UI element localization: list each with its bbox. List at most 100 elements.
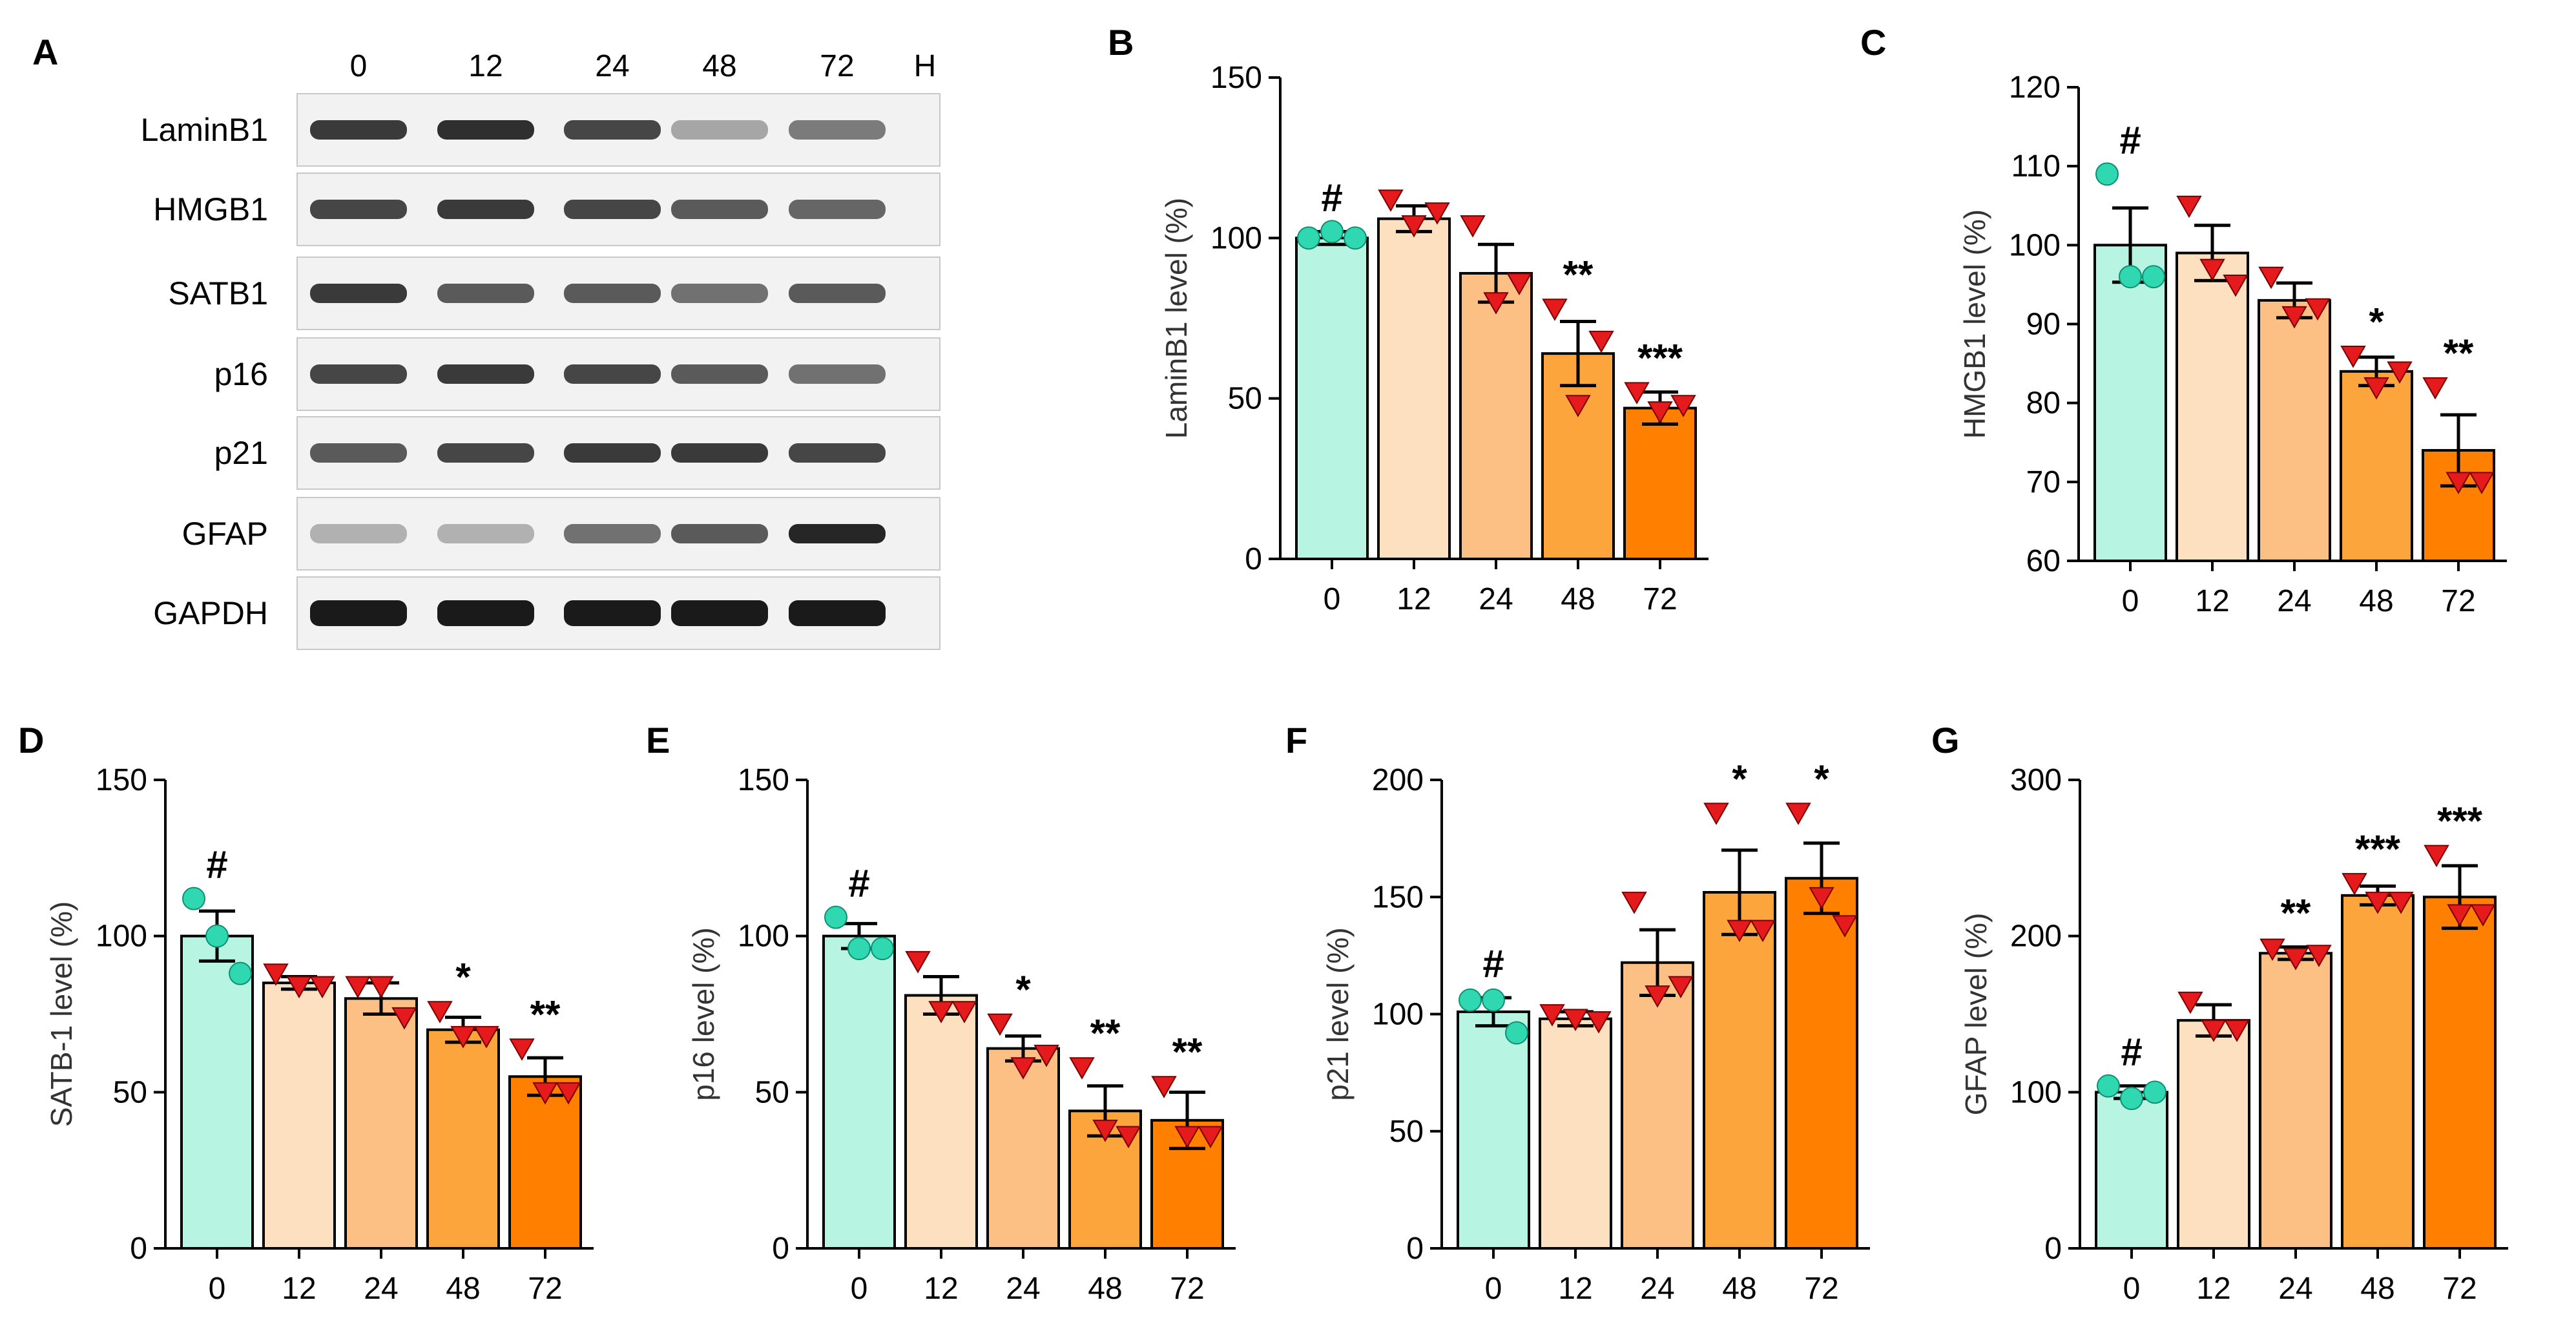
y-tick-label: 50 [755, 1075, 789, 1109]
x-tick-label: 0 [209, 1272, 226, 1306]
panel-letter-g: G [1931, 720, 1960, 761]
x-tick-label: 72 [1804, 1272, 1838, 1306]
x-tick-label: 12 [2196, 1272, 2230, 1306]
data-point [182, 887, 205, 910]
blot-band [564, 600, 661, 626]
y-axis-title: LaminB1 level (%) [1159, 198, 1193, 439]
blot-band [310, 120, 407, 140]
x-tick-label: 48 [1088, 1272, 1122, 1306]
data-point [1482, 988, 1505, 1012]
blot-row-label: p21 [214, 435, 268, 471]
y-axis-title: p21 level (%) [1321, 927, 1355, 1100]
bar [2423, 896, 2497, 1250]
significance-label: * [1814, 757, 1829, 801]
data-point [391, 1007, 417, 1030]
blot-band [564, 284, 661, 303]
blot-band [671, 443, 768, 463]
significance-label: # [2121, 1031, 2142, 1074]
data-point [2387, 361, 2413, 384]
data-point [368, 976, 394, 999]
data-point [286, 976, 312, 999]
y-tick-label: 120 [2009, 70, 2061, 105]
y-tick-label: 0 [1406, 1232, 1424, 1266]
y-tick-label: 50 [1389, 1115, 1424, 1149]
blot-band [310, 443, 407, 463]
bar [508, 1075, 582, 1250]
y-tick-label: 0 [2044, 1232, 2062, 1266]
lane-label: 72 [820, 49, 854, 83]
data-point [1785, 803, 1811, 825]
data-point [263, 963, 289, 986]
bar [2340, 370, 2413, 562]
significance-label: ** [2444, 331, 2474, 375]
data-point [1378, 189, 1404, 212]
significance-label: * [1732, 757, 1747, 801]
blot-band [789, 443, 886, 463]
bar [180, 934, 254, 1250]
y-tick-label: 100 [1372, 998, 1424, 1032]
x-tick-label: 48 [446, 1272, 480, 1306]
data-point [1320, 220, 1344, 244]
blot-band [671, 120, 768, 140]
significance-label: ** [1563, 253, 1594, 297]
data-point [473, 1025, 499, 1049]
blot-row-label: SATB1 [168, 275, 268, 311]
data-point [1647, 401, 1673, 424]
blot-band [671, 200, 768, 219]
blot-band [437, 364, 534, 384]
bar [1539, 1017, 1612, 1250]
data-point [2342, 873, 2367, 896]
data-point [2305, 298, 2331, 321]
data-point [2283, 948, 2309, 971]
data-point [309, 976, 335, 999]
bar [1623, 406, 1697, 560]
x-tick-label: 0 [2122, 584, 2139, 618]
y-axis-title: HMGB1 level (%) [1958, 209, 1991, 439]
blot-band [310, 364, 407, 384]
x-tick-label: 72 [528, 1272, 562, 1306]
x-tick-label: 48 [2360, 1272, 2394, 1306]
y-axis-title: SATB-1 level (%) [45, 901, 78, 1127]
x-tick-label: 12 [282, 1272, 316, 1306]
data-point [2281, 306, 2307, 329]
x-tick-label: 48 [2359, 584, 2393, 618]
blot-band [437, 120, 534, 140]
blot-band [671, 524, 768, 543]
data-point [1505, 1021, 1528, 1045]
data-point [2470, 904, 2496, 927]
data-point [1151, 1076, 1177, 1098]
data-point [2120, 1087, 2143, 1110]
y-tick-label: 100 [2009, 228, 2061, 262]
y-tick-label: 50 [113, 1075, 147, 1109]
significance-label: * [2369, 300, 2384, 343]
data-point [1116, 1126, 1141, 1149]
blot-band [310, 524, 407, 543]
data-point [2424, 845, 2449, 868]
blot-band [437, 200, 534, 219]
data-point [1174, 1126, 1200, 1149]
data-point [1809, 887, 1834, 910]
x-tick-label: 0 [851, 1272, 868, 1306]
x-tick-label: 12 [1397, 582, 1431, 616]
lane-label: 24 [595, 49, 629, 83]
significance-label: # [848, 862, 869, 905]
chart-panel-g: G 0 100 200 300 GFAP level (%) 0 #12 24 ** 48 *** 72… [1931, 720, 2508, 1306]
blot-band [789, 120, 886, 140]
data-point [1588, 330, 1614, 353]
blot-band [789, 364, 886, 384]
y-tick-label: 60 [2026, 544, 2061, 578]
bar [1621, 961, 1694, 1250]
blot-band [437, 600, 534, 626]
data-point [2201, 1020, 2227, 1042]
data-point [1034, 1044, 1059, 1067]
significance-label: ** [530, 993, 561, 1036]
data-point [1460, 215, 1486, 238]
data-point [905, 950, 931, 974]
data-point [2097, 1074, 2120, 1098]
y-tick-label: 150 [1210, 61, 1262, 95]
panel-a-western-blot: A 0 12 24 48 72 H LaminB1 HMGB1 SATB1 p16 p21 GFAP GA… [32, 32, 940, 650]
bar [2095, 1091, 2168, 1250]
blot-band [437, 284, 534, 303]
data-point [2199, 258, 2225, 282]
data-point [951, 1001, 977, 1023]
